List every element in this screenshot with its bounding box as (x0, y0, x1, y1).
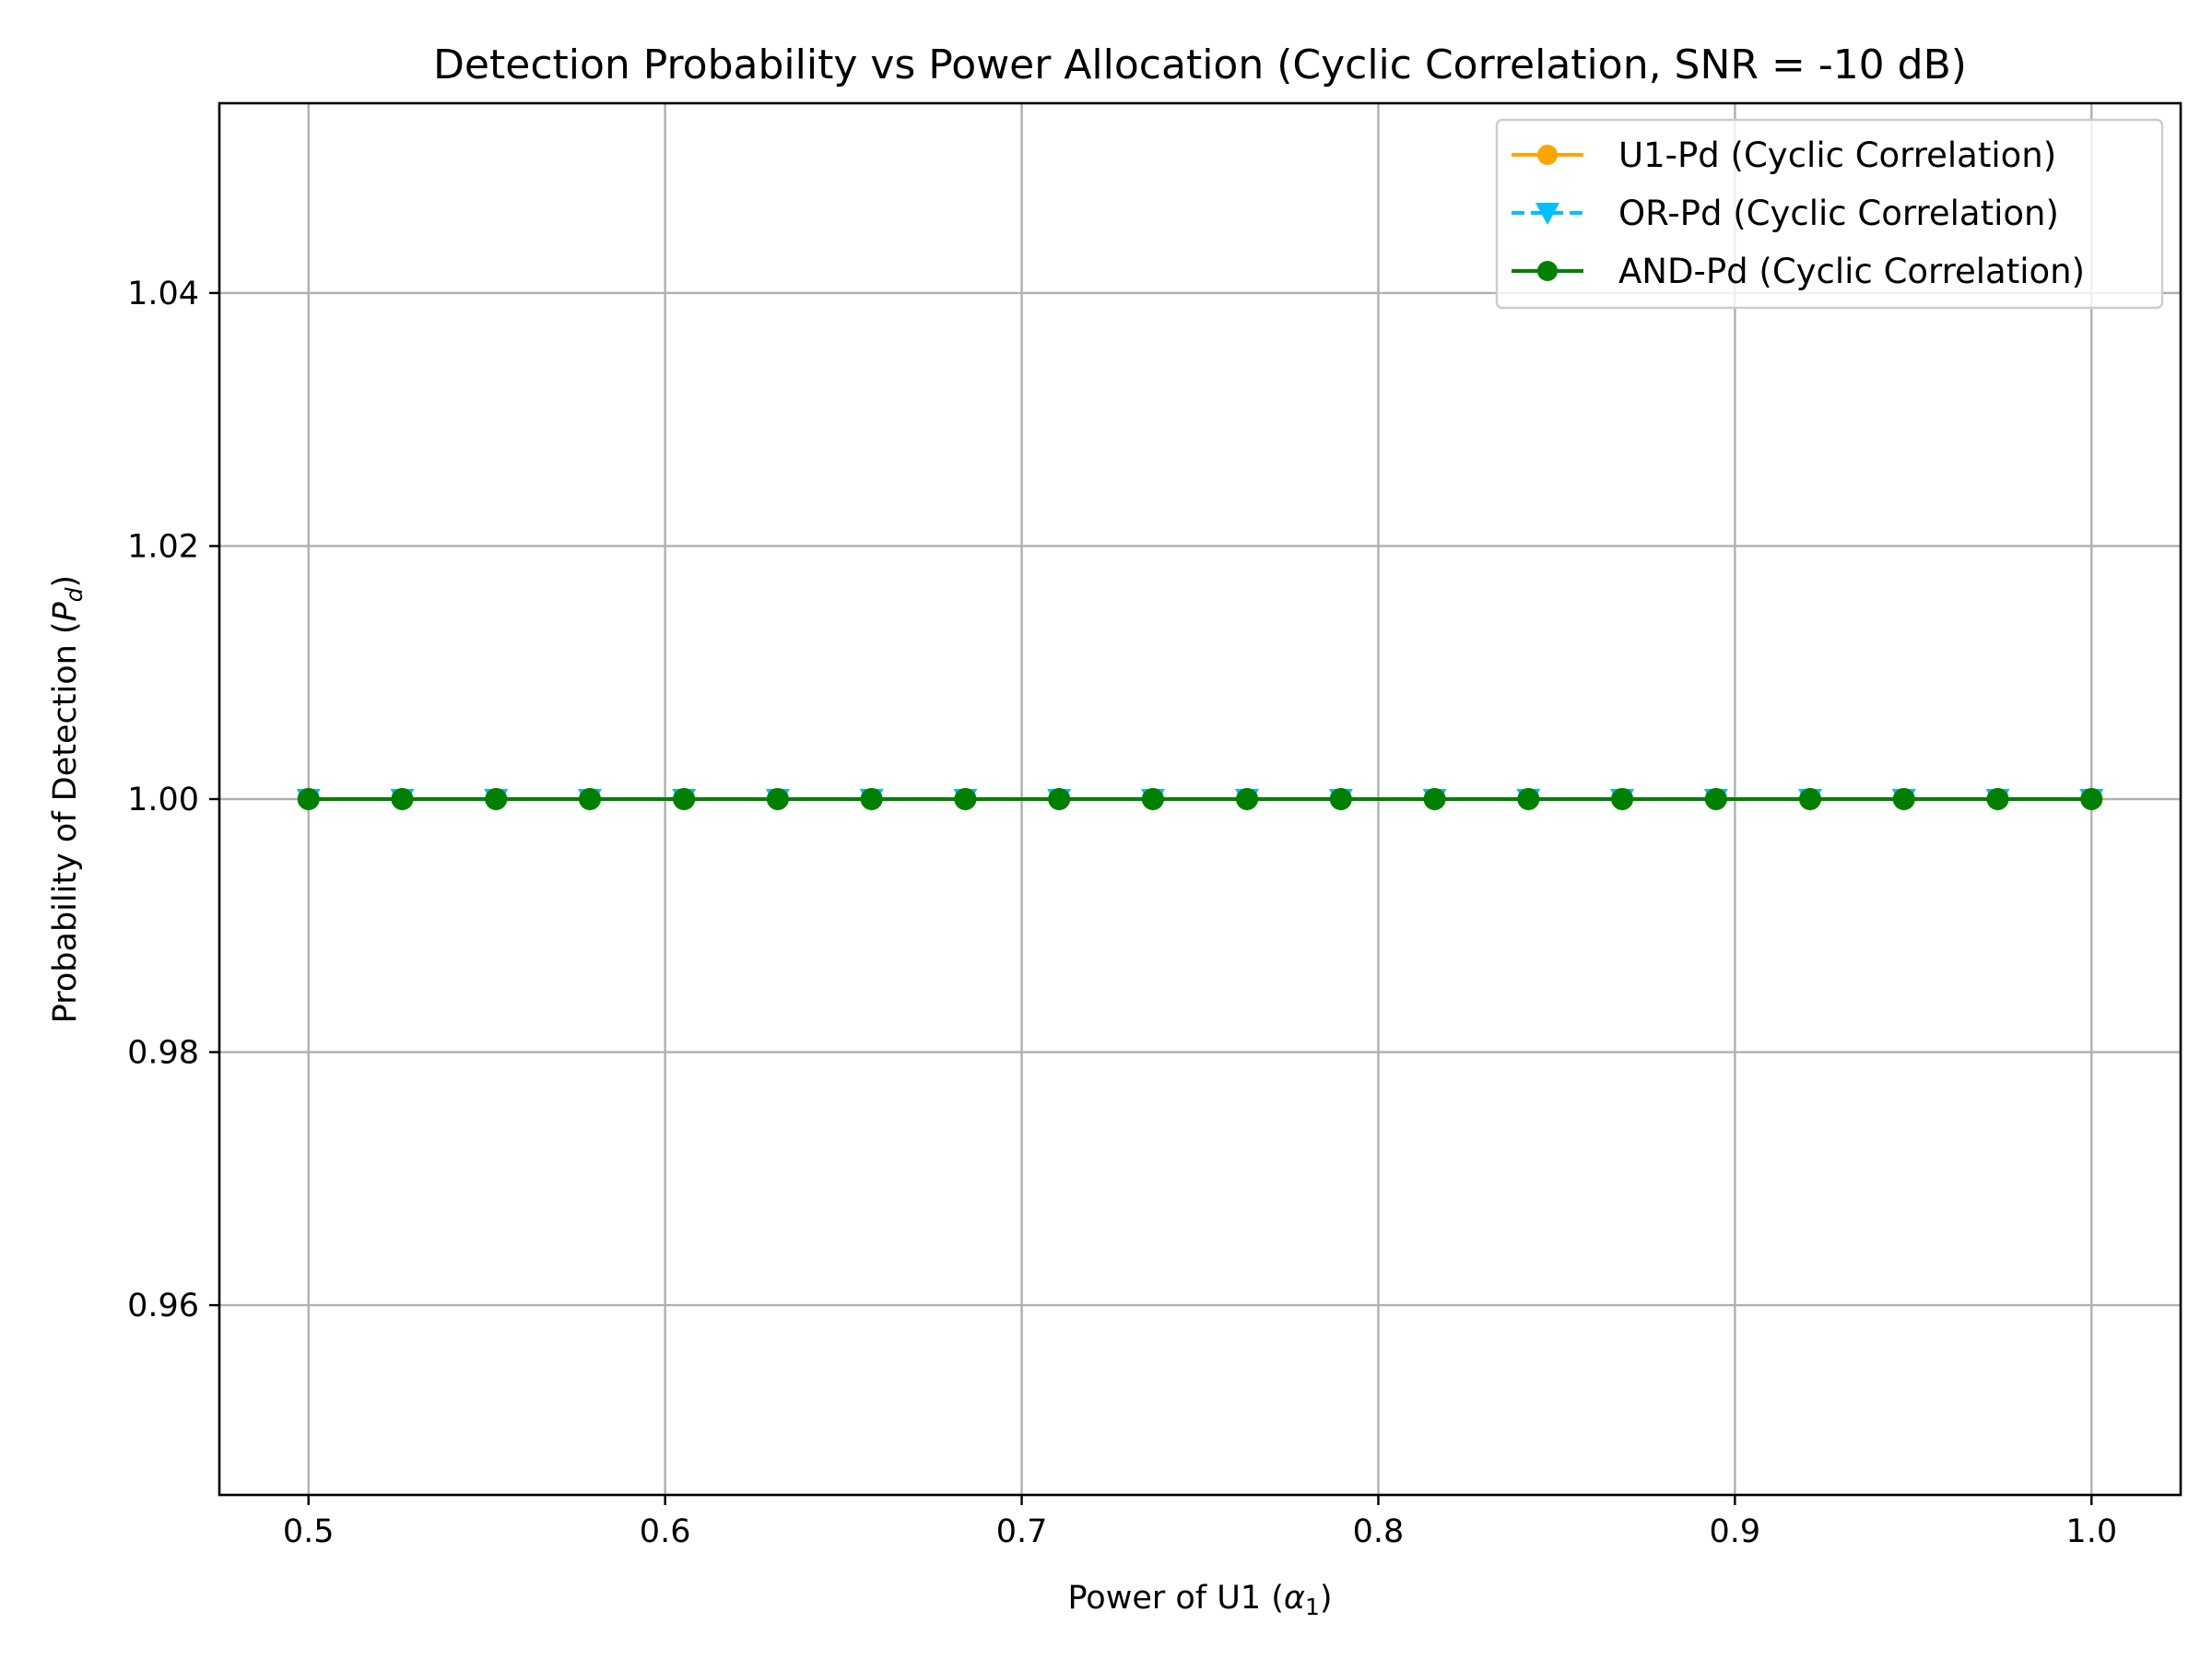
legend-item-and-pd: AND-Pd (Cyclic Correlation) (1512, 252, 2085, 291)
legend-marker-and-pd (1537, 261, 1558, 281)
x-tick-label: 0.8 (1353, 1513, 1405, 1550)
y-axis-label: Probability of Detection (Pd) (47, 575, 88, 1023)
x-tick-label: 0.5 (283, 1513, 335, 1550)
legend-marker-or-pd (1535, 203, 1559, 225)
data-point (1329, 788, 1352, 810)
data-point (1704, 788, 1727, 810)
data-point (860, 788, 883, 810)
series-3 (297, 788, 2103, 810)
y-tick-label: 1.02 (127, 528, 199, 565)
y-tick-label: 0.98 (127, 1035, 199, 1072)
legend-box (1495, 118, 2164, 310)
plot-frame (218, 101, 2183, 1497)
series (296, 788, 2104, 811)
data-point (1799, 788, 1822, 810)
legend-label-and-pd: AND-Pd (Cyclic Correlation) (1618, 252, 2085, 291)
y-tick-label: 1.04 (127, 276, 199, 312)
data-point (1236, 788, 1259, 810)
data-point (673, 788, 696, 810)
x-tick-label: 0.7 (996, 1513, 1048, 1550)
legend-item-or-pd: OR-Pd (Cyclic Correlation) (1512, 194, 2059, 233)
x-tick-label: 1.0 (2065, 1513, 2117, 1550)
data-point (485, 788, 508, 810)
legend-label-or-pd: OR-Pd (Cyclic Correlation) (1618, 194, 2059, 233)
x-tick-label: 0.6 (640, 1513, 691, 1550)
legend-label-u1-pd: U1-Pd (Cyclic Correlation) (1618, 135, 2056, 175)
data-point (1517, 788, 1540, 810)
data-point (2080, 788, 2103, 810)
data-point (297, 788, 320, 810)
legend: U1-Pd (Cyclic Correlation) OR-Pd (Cyclic… (1495, 118, 2164, 310)
y-tick-label: 1.00 (127, 782, 199, 818)
data-point (1986, 788, 2009, 810)
axis-ticks: 0.5 0.6 0.7 0.8 0.9 1.0 0.96 0.98 1.00 1.02 1.04 (127, 276, 2117, 1550)
x-axis-label: Power of U1 (α1) (1067, 1580, 1332, 1620)
data-point (1892, 788, 1915, 810)
chart-title: Detection Probability vs Power Allocatio… (433, 41, 1967, 88)
data-point (954, 788, 977, 810)
data-point (391, 788, 414, 810)
y-tick-label: 0.96 (127, 1288, 199, 1324)
legend-marker-u1-pd (1537, 145, 1558, 165)
x-tick-label: 0.9 (1710, 1513, 1761, 1550)
legend-item-u1-pd: U1-Pd (Cyclic Correlation) (1512, 135, 2056, 175)
data-point (1141, 788, 1164, 810)
data-point (1611, 788, 1634, 810)
data-point (578, 788, 601, 810)
data-point (766, 788, 789, 810)
data-point (1423, 788, 1446, 810)
data-point (1048, 788, 1071, 810)
